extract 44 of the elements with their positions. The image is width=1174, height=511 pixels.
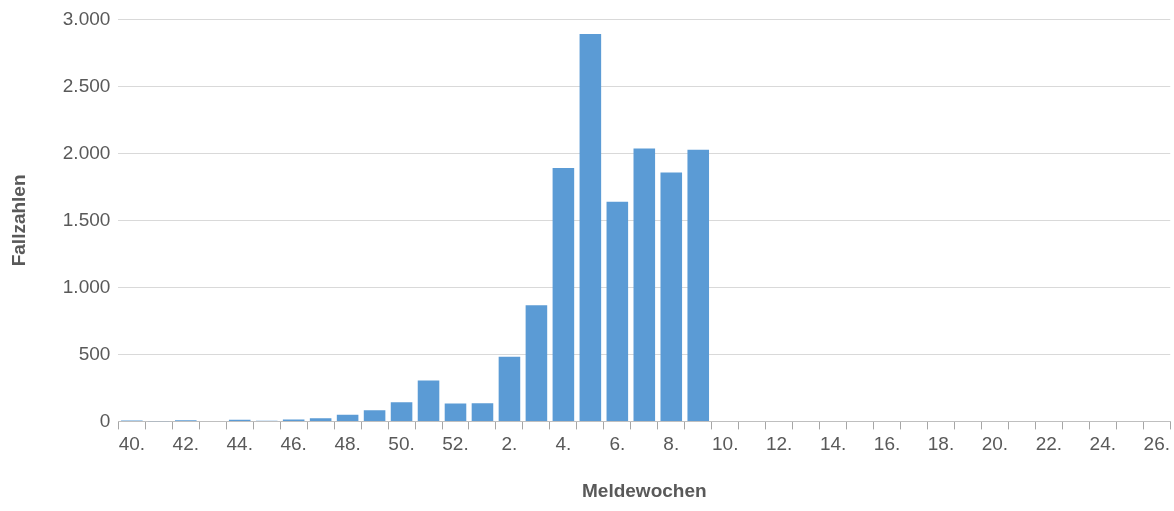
x-tick-label: 46. — [280, 433, 307, 455]
x-tick-label: 14. — [819, 433, 847, 455]
x-tick-label: 6. — [609, 433, 626, 455]
x-tick-label: 18. — [927, 433, 955, 455]
y-tick-label: 2.000 — [62, 141, 111, 163]
bar — [336, 414, 359, 421]
x-tick-label: 8. — [663, 433, 680, 455]
bar — [606, 201, 629, 421]
bar — [417, 380, 440, 421]
x-tick-label: 22. — [1035, 433, 1063, 455]
x-tick-label: 26. — [1143, 433, 1170, 455]
y-axis-title: Fallzahlen — [7, 174, 29, 267]
x-tick-label: 16. — [873, 433, 901, 455]
y-tick-label: 1.000 — [62, 275, 111, 297]
bar — [498, 356, 521, 421]
bar — [552, 168, 575, 421]
x-axis-title: Meldewochen — [582, 479, 707, 501]
bar — [444, 403, 467, 421]
x-tick-label: 42. — [172, 433, 199, 455]
y-tick-label: 1.500 — [62, 208, 111, 230]
x-tick-label: 44. — [226, 433, 253, 455]
x-tick-label: 40. — [118, 433, 146, 455]
x-tick-label: 20. — [981, 433, 1009, 455]
bar — [309, 418, 332, 421]
x-tick-label: 4. — [555, 433, 572, 455]
y-tick-label: 2.500 — [62, 74, 111, 96]
bar — [633, 148, 656, 421]
bar — [660, 172, 683, 421]
y-tick-label: 3.000 — [62, 7, 111, 29]
x-tick-label: 10. — [712, 433, 739, 455]
x-tick-label: 12. — [765, 433, 793, 455]
bar — [390, 402, 413, 421]
x-tick-label: 50. — [388, 433, 415, 455]
bar — [687, 149, 710, 421]
bar — [525, 305, 548, 421]
bar — [579, 34, 602, 421]
x-tick-label: 24. — [1089, 433, 1117, 455]
x-tick-label: 52. — [442, 433, 469, 455]
x-tick-label: 48. — [334, 433, 361, 455]
bar — [363, 410, 386, 421]
x-tick-label: 2. — [501, 433, 518, 455]
y-tick-label: 500 — [78, 342, 111, 364]
bar — [471, 403, 494, 421]
y-tick-label: 0 — [99, 409, 111, 431]
